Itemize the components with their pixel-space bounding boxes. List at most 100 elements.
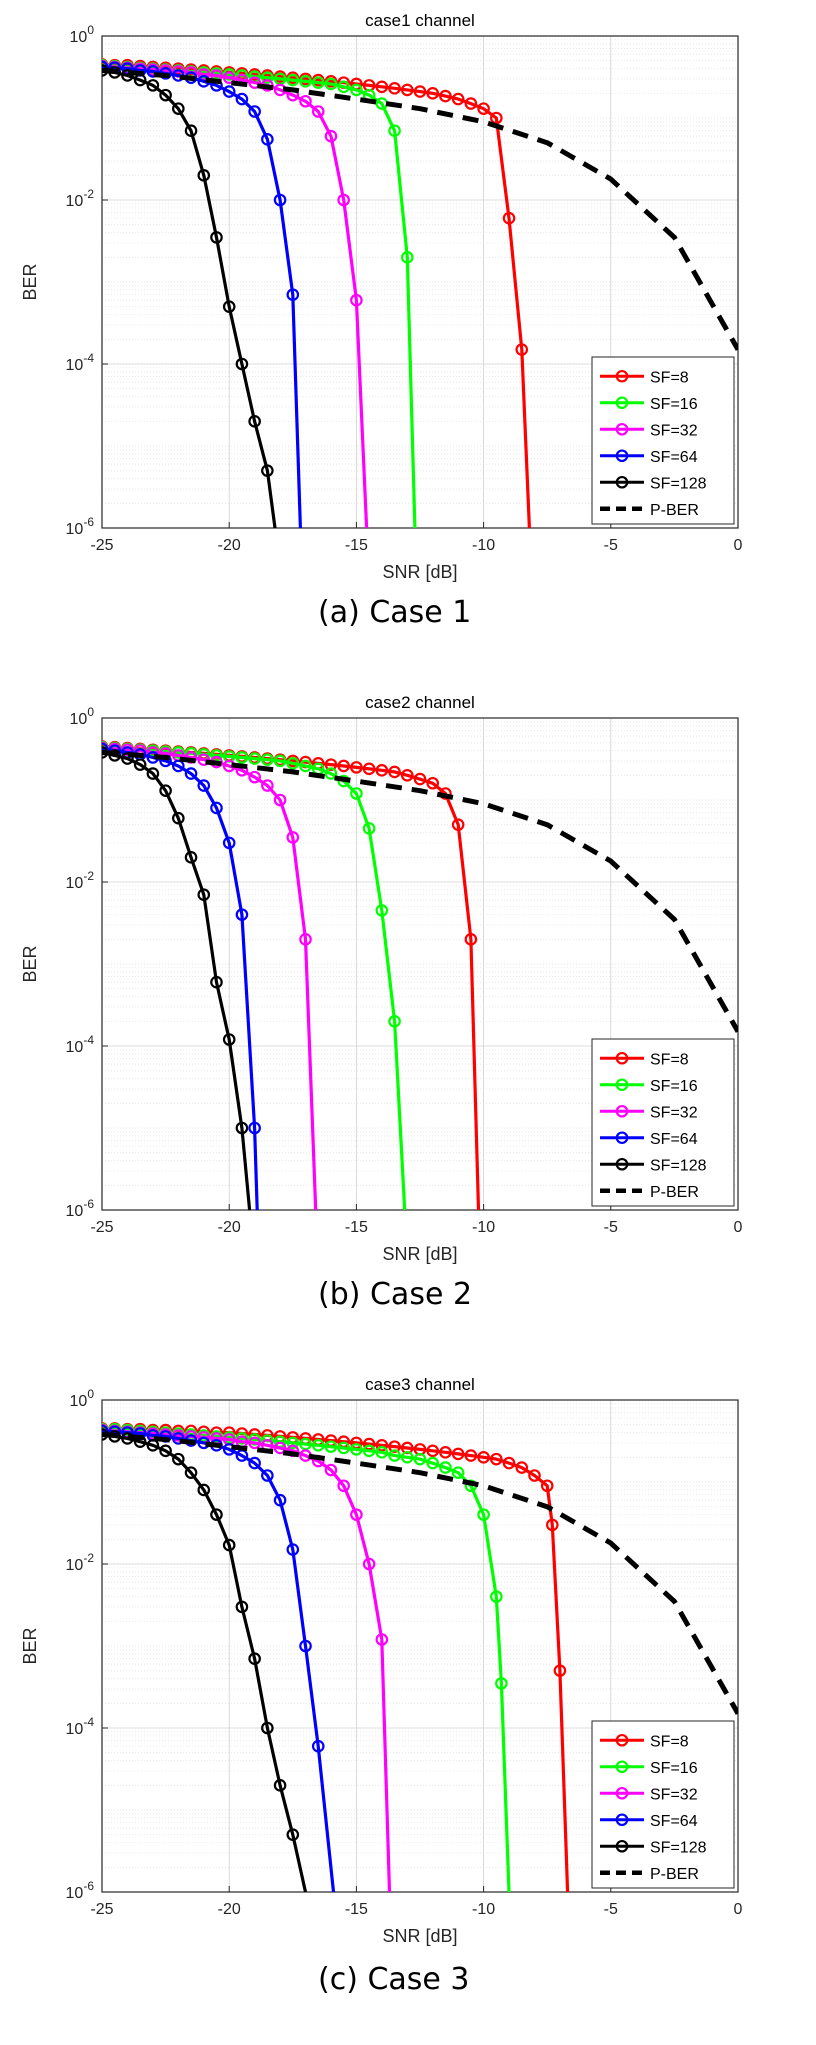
legend-box bbox=[591, 356, 735, 525]
data-point-SF=64 bbox=[286, 1543, 300, 1556]
data-point-SF=128 bbox=[210, 975, 223, 989]
data-point-SF=16 bbox=[400, 1451, 414, 1464]
y-tick-label: 10-6 bbox=[66, 1197, 95, 1220]
data-point-SF=16 bbox=[337, 80, 350, 94]
data-point-SF=16 bbox=[311, 1439, 325, 1452]
x-tick-label: -10 bbox=[472, 1219, 495, 1236]
series-group bbox=[102, 740, 738, 1210]
x-tick-label: -20 bbox=[218, 1219, 241, 1236]
data-point-SF=128 bbox=[121, 69, 134, 82]
data-point-SF=16 bbox=[362, 822, 376, 835]
data-point-SF=64 bbox=[210, 801, 223, 815]
y-tick-label: 100 bbox=[70, 1387, 95, 1410]
legend-swatch-marker bbox=[615, 1839, 629, 1853]
data-point-SF=8 bbox=[350, 761, 363, 774]
chart-title: case1 channel bbox=[365, 11, 475, 30]
data-point-SF=128 bbox=[172, 1452, 185, 1466]
data-point-SF=32 bbox=[337, 1479, 350, 1493]
legend-swatch-marker bbox=[615, 1733, 629, 1747]
legend: SF=8 SF=16 SF=32 SF=64 SF=128 P-BER bbox=[591, 1038, 735, 1207]
data-point-SF=128 bbox=[210, 1508, 223, 1521]
data-point-SF=64 bbox=[286, 288, 300, 302]
data-point-SF=16 bbox=[477, 1508, 490, 1521]
legend: SF=8 SF=16 SF=32 SF=64 SF=128 P-BER bbox=[591, 356, 735, 525]
data-point-SF=8 bbox=[540, 1479, 554, 1493]
data-point-SF=32 bbox=[362, 1557, 376, 1571]
data-point-SF=8 bbox=[413, 85, 427, 98]
data-point-SF=32 bbox=[337, 193, 350, 207]
series-line-SF=128 bbox=[102, 750, 252, 1210]
data-point-SF=8 bbox=[502, 1456, 516, 1470]
series-line-P-BER bbox=[102, 68, 738, 351]
y-tick-label: 10-2 bbox=[66, 869, 95, 892]
data-point-SF=8 bbox=[451, 1447, 465, 1461]
legend: SF=8 SF=16 SF=32 SF=64 SF=128 P-BER bbox=[591, 1720, 735, 1889]
data-point-SF=32 bbox=[222, 71, 236, 85]
legend-label: SF=128 bbox=[650, 475, 707, 492]
x-tick-label: -15 bbox=[345, 1219, 368, 1236]
x-tick-label: -15 bbox=[345, 537, 368, 554]
data-point-SF=16 bbox=[490, 1590, 503, 1603]
data-point-SF=8 bbox=[477, 1451, 490, 1464]
data-point-SF=16 bbox=[311, 76, 325, 89]
data-point-SF=8 bbox=[388, 82, 401, 95]
data-point-SF=16 bbox=[286, 73, 300, 87]
figure-panel-1: -25 -20 -15 -10 -5 0 10-6 10-4 10-2 100 case1 chan… bbox=[0, 0, 816, 590]
data-point-SF=8 bbox=[362, 762, 376, 776]
x-tick-label: -25 bbox=[90, 1219, 113, 1236]
data-point-SF=32 bbox=[248, 76, 261, 89]
y-axis-label: BER bbox=[20, 1627, 40, 1664]
series-line-P-BER bbox=[102, 750, 738, 1033]
legend-label: SF=64 bbox=[650, 449, 698, 466]
data-point-SF=16 bbox=[413, 1452, 427, 1466]
series-group bbox=[102, 1422, 738, 1892]
data-point-SF=8 bbox=[451, 92, 465, 106]
ber-chart-case3: -25 -20 -15 -10 -5 0 10-6 10-4 10-2 100 case3 chan… bbox=[20, 1375, 743, 1946]
legend-label: SF=64 bbox=[650, 1131, 698, 1148]
data-point-SF=32 bbox=[261, 779, 274, 792]
legend-label: SF=16 bbox=[650, 396, 698, 413]
data-point-SF=64 bbox=[273, 193, 287, 207]
y-tick-label: 10-2 bbox=[66, 187, 95, 210]
data-point-SF=8 bbox=[502, 211, 516, 225]
x-tick-label: -25 bbox=[90, 1901, 113, 1918]
ber-chart-case1: -25 -20 -15 -10 -5 0 10-6 10-4 10-2 100 case1 chan… bbox=[20, 11, 743, 582]
data-point-SF=8 bbox=[413, 772, 427, 786]
data-point-SF=16 bbox=[273, 754, 287, 768]
data-point-SF=16 bbox=[375, 904, 389, 917]
data-point-SF=128 bbox=[210, 231, 223, 244]
data-point-SF=8 bbox=[426, 776, 440, 790]
x-tick-label: -20 bbox=[218, 1901, 241, 1918]
x-tick-label: -5 bbox=[604, 1219, 618, 1236]
data-point-SF=128 bbox=[235, 1121, 249, 1135]
data-point-SF=128 bbox=[197, 888, 211, 902]
data-point-SF=16 bbox=[495, 1677, 508, 1690]
data-point-SF=8 bbox=[451, 818, 465, 831]
legend-swatch-marker bbox=[615, 449, 629, 463]
data-point-SF=16 bbox=[388, 1449, 401, 1462]
data-point-SF=8 bbox=[375, 1439, 389, 1452]
x-tick-label: -25 bbox=[90, 537, 113, 554]
data-point-SF=64 bbox=[299, 1639, 312, 1653]
data-point-SF=8 bbox=[375, 80, 389, 94]
data-point-SF=16 bbox=[235, 751, 249, 764]
data-point-SF=32 bbox=[299, 933, 312, 946]
data-point-SF=8 bbox=[490, 1452, 503, 1466]
x-tick-label: -5 bbox=[604, 1901, 618, 1918]
data-point-SF=16 bbox=[362, 1444, 376, 1458]
legend-label: SF=8 bbox=[650, 1051, 689, 1068]
data-point-SF=8 bbox=[337, 759, 350, 773]
data-point-SF=64 bbox=[222, 836, 236, 850]
data-point-SF=8 bbox=[426, 1444, 440, 1458]
data-point-SF=32 bbox=[324, 129, 338, 143]
legend-box bbox=[591, 1038, 735, 1207]
legend-label: SF=128 bbox=[650, 1157, 707, 1174]
series-group bbox=[102, 58, 738, 528]
data-point-SF=128 bbox=[146, 767, 160, 780]
legend-swatch-marker bbox=[615, 396, 629, 410]
data-point-SF=8 bbox=[324, 758, 338, 771]
data-point-SF=64 bbox=[248, 1121, 261, 1135]
data-point-SF=64 bbox=[311, 1739, 325, 1753]
data-point-SF=128 bbox=[235, 1600, 249, 1614]
x-tick-label: 0 bbox=[734, 1901, 743, 1918]
